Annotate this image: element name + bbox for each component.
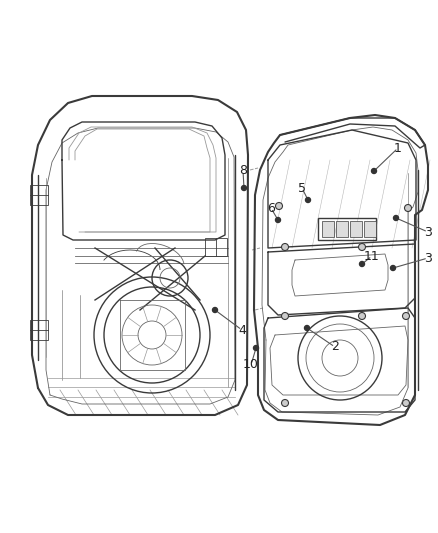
Circle shape bbox=[405, 205, 411, 212]
Text: 11: 11 bbox=[364, 249, 380, 262]
Bar bbox=[30, 185, 48, 205]
Bar bbox=[364, 221, 376, 237]
Circle shape bbox=[212, 308, 218, 312]
Text: 8: 8 bbox=[239, 165, 247, 177]
Circle shape bbox=[276, 203, 283, 209]
Circle shape bbox=[391, 265, 396, 271]
Circle shape bbox=[304, 326, 310, 330]
Circle shape bbox=[358, 244, 365, 251]
Circle shape bbox=[241, 185, 247, 190]
Circle shape bbox=[282, 312, 289, 319]
Bar bbox=[336, 221, 348, 237]
Text: 3: 3 bbox=[424, 252, 432, 264]
Bar bbox=[318, 218, 376, 240]
Circle shape bbox=[393, 215, 399, 221]
Bar bbox=[322, 221, 334, 237]
Circle shape bbox=[371, 168, 377, 174]
Circle shape bbox=[305, 198, 311, 203]
Circle shape bbox=[282, 400, 289, 407]
Text: 10: 10 bbox=[243, 359, 259, 372]
Circle shape bbox=[282, 244, 289, 251]
Text: 4: 4 bbox=[238, 324, 246, 336]
Circle shape bbox=[403, 312, 410, 319]
Bar bbox=[205, 238, 227, 256]
Bar bbox=[30, 320, 48, 340]
Bar bbox=[350, 221, 362, 237]
Text: 1: 1 bbox=[394, 141, 402, 155]
Circle shape bbox=[360, 262, 364, 266]
Circle shape bbox=[276, 217, 280, 222]
Text: 2: 2 bbox=[331, 341, 339, 353]
Circle shape bbox=[254, 345, 258, 351]
Circle shape bbox=[358, 312, 365, 319]
Text: 5: 5 bbox=[298, 182, 306, 195]
Text: 6: 6 bbox=[267, 201, 275, 214]
Text: 3: 3 bbox=[424, 225, 432, 238]
Circle shape bbox=[403, 400, 410, 407]
